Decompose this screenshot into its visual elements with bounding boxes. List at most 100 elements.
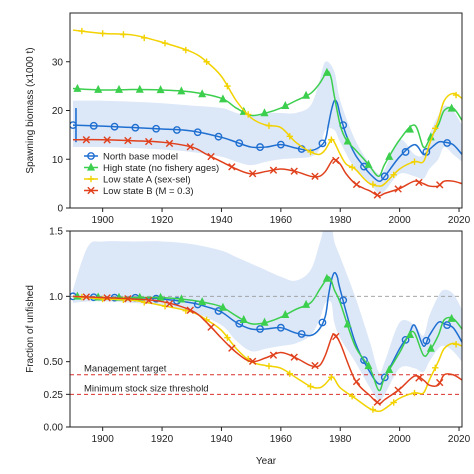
marker-north [193,128,202,137]
marker-lowB [103,294,111,302]
marker-lowB [124,295,132,303]
legend-swatch-marker [87,175,95,183]
marker-lowB [186,143,194,151]
y-tick-label: 1.0 [49,292,63,303]
marker-high [364,159,373,168]
marker-north [360,356,368,364]
marker-lowB [145,296,153,305]
marker-high [385,151,394,160]
y-tick-label: 20 [52,106,64,117]
series-markers-lowB [82,293,444,406]
marker-lowB [269,351,278,359]
marker-lowA [265,122,273,129]
marker-lowB [394,185,402,193]
marker-lowA [286,133,293,140]
management-target-label: Management target [84,364,167,375]
marker-lowA [411,389,418,397]
marker-lowB [373,191,382,199]
y-tick-label: 1.5 [49,227,63,238]
marker-lowB [248,357,257,365]
x-tick-label: 1960 [270,215,293,226]
series-line-north [72,99,462,183]
y-tick-label: 0.50 [44,357,64,368]
marker-lowA [452,91,460,99]
marker-lowA [348,164,356,171]
x-tick-label: 1920 [151,434,174,445]
uncertainty-band [72,231,462,402]
marker-lowB [269,166,278,174]
marker-lowA [348,392,356,400]
marker-lowB [352,180,361,189]
marker-lowB [311,172,319,181]
marker-high [281,309,290,318]
marker-lowA [452,341,460,348]
marker-high [322,273,331,282]
marker-high [94,84,103,93]
legend-swatch-marker [86,162,96,171]
marker-lowA [390,171,397,179]
marker-lowB [415,374,423,382]
bottom-x-axis-label: Year [256,456,277,467]
marker-lowB [228,163,236,171]
marker-lowB [290,167,298,175]
marker-north [131,123,140,132]
marker-lowB [207,323,215,331]
series-line-high [72,275,462,392]
marker-high [260,108,269,117]
marker-lowB [228,344,236,352]
marker-north [235,319,244,328]
marker-lowA [120,31,127,38]
marker-north [173,126,181,134]
marker-lowA [182,46,190,54]
marker-high [177,294,186,303]
marker-north [152,124,161,133]
marker-high [73,83,82,92]
marker-high [198,89,207,98]
marker-high [364,361,373,370]
bottom-reference-lines: Management target Minimum stock size thre… [70,295,462,395]
marker-high [406,329,415,338]
marker-lowA [328,374,335,381]
marker-lowB [373,398,382,406]
marker-north [318,139,327,148]
x-tick-label: 1980 [329,434,352,445]
marker-high [239,314,248,323]
y-tick-label: 0 [57,204,63,215]
marker-lowB [124,136,132,145]
marker-high [260,317,269,326]
marker-high [218,94,227,103]
marker-lowA [369,406,377,413]
marker-lowB [436,181,444,189]
marker-lowB [415,178,423,187]
marker-lowA [432,125,439,132]
x-tick-label: 1980 [329,215,352,226]
marker-north [214,132,223,141]
marker-lowA [78,27,86,35]
bottom-plot-frame [69,230,463,428]
marker-high [135,84,144,93]
marker-north [443,139,452,147]
marker-north [401,335,410,344]
x-tick-label: 2000 [389,434,412,445]
marker-north [70,121,77,130]
marker-high [322,67,331,76]
marker-north [256,143,264,151]
legend-label: High state (no fishery ages) [103,163,219,174]
series-markers-lowB [82,136,444,199]
legend-item-lowA: Low state A (sex-sel) [84,175,191,186]
marker-lowB [332,156,340,165]
marker-lowA [411,158,418,165]
y-tick-label: 10 [52,155,64,166]
marker-high [281,100,290,109]
marker-high [426,343,435,352]
x-tick-label: 1900 [92,215,115,226]
bottom-x-axis: 1900 1920 1940 1960 1980 2000 2020 [92,427,471,445]
legend-label: Low state B (M = 0.3) [103,186,194,197]
marker-high [447,103,456,112]
x-tick-label: 1900 [92,434,115,445]
marker-lowA [224,82,231,90]
marker-lowA [307,148,314,156]
marker-lowA [203,58,210,65]
